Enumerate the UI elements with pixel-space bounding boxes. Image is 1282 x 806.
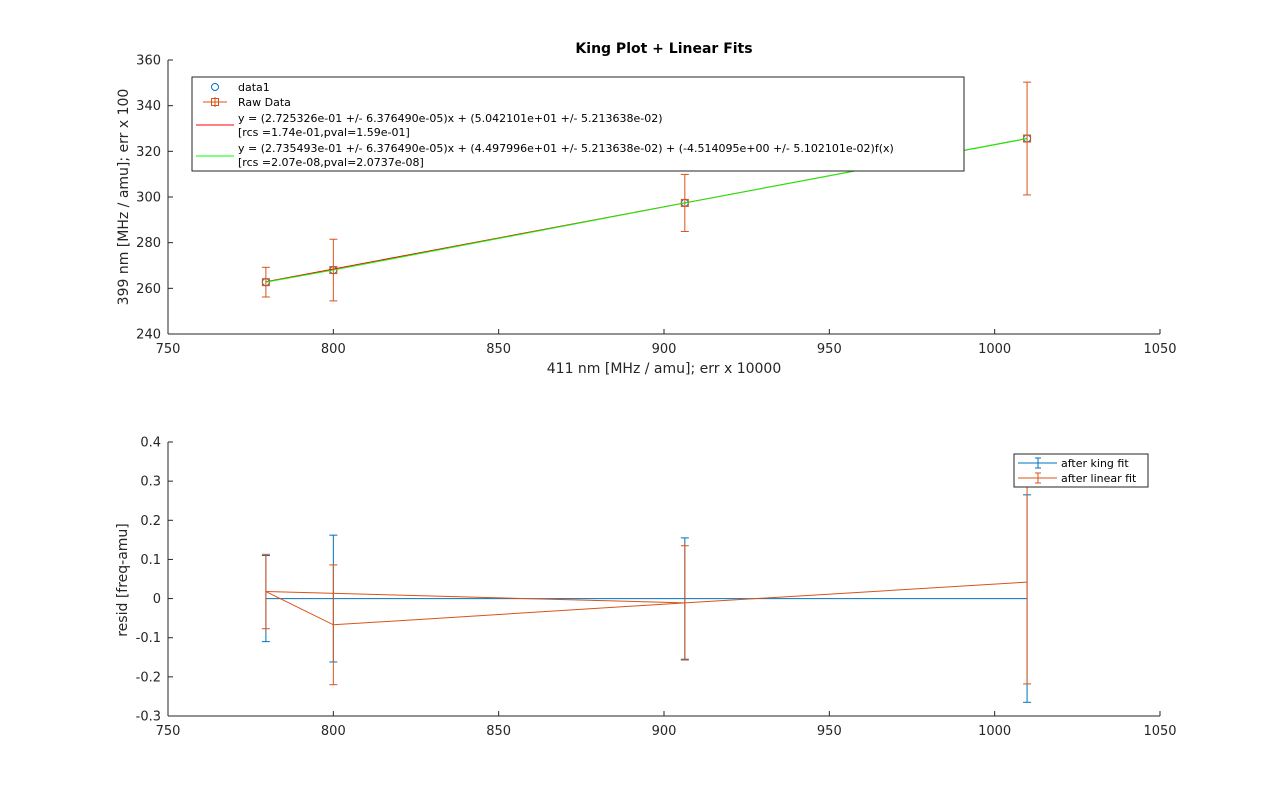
y-tick-label: -0.3 (136, 710, 161, 725)
y-tick-label: -0.1 (136, 631, 161, 646)
x-tick-label: 850 (486, 342, 511, 357)
x-tick-label: 750 (156, 342, 181, 357)
legend-marker-circle (211, 83, 219, 91)
y-tick-label: 0.4 (140, 436, 161, 451)
x-ticks: 750 800 850 900 950 1000 1050 (156, 329, 1177, 357)
x-tick-label: 850 (486, 724, 511, 739)
legend-label: data1 (238, 81, 270, 94)
y-tick-label: 360 (136, 54, 161, 69)
legend-item-king-fit: y = (2.735493e-01 +/- 6.376490e-05)x + (… (196, 142, 894, 169)
data-point-square (680, 198, 689, 207)
legend-label: after linear fit (1061, 472, 1137, 485)
y-tick-label: 0.3 (140, 475, 161, 490)
x-tick-label: 1000 (978, 342, 1011, 357)
y-tick-label: 260 (136, 282, 161, 297)
data-point-square (261, 278, 270, 287)
y-tick-label: 240 (136, 328, 161, 343)
y-tick-label: 0.2 (140, 514, 161, 529)
legend-label: Raw Data (238, 96, 291, 109)
x-ticks: 750 800 850 900 950 1000 1050 (156, 711, 1177, 739)
y-tick-label: 280 (136, 236, 161, 251)
chart-title: King Plot + Linear Fits (575, 41, 752, 57)
data-point-square (1023, 134, 1032, 143)
legend: data1 Raw Data y = (2.725326e-01 +/- 6.3… (191, 76, 965, 172)
plot-area (168, 442, 1160, 716)
x-tick-label: 800 (321, 724, 346, 739)
x-tick-label: 900 (652, 724, 677, 739)
x-axis-label: 411 nm [MHz / amu]; err x 10000 (547, 361, 782, 377)
y-ticks: -0.3 -0.2 -0.1 0 0.1 0.2 0.3 0.4 (136, 436, 173, 725)
x-tick-label: 1000 (978, 724, 1011, 739)
legend-marker-square (211, 98, 219, 106)
x-tick-label: 800 (321, 342, 346, 357)
residual-chart: 750 800 850 900 950 1000 1050 -0.3 -0.2 -0.1 0 0.1… (115, 436, 1177, 740)
x-tick-label: 750 (156, 724, 181, 739)
residual-marks (261, 479, 1032, 703)
x-tick-label: 1050 (1143, 724, 1176, 739)
y-tick-label: 0 (153, 592, 161, 607)
x-tick-label: 950 (817, 724, 842, 739)
king-plot-chart: King Plot + Linear Fits 750 800 850 900 950 1… (116, 41, 1177, 377)
series-line (265, 581, 1028, 626)
legend-item-linear-fit: y = (2.725326e-01 +/- 6.376490e-05)x + (… (196, 112, 663, 139)
x-tick-label: 1050 (1143, 342, 1176, 357)
legend-item-raw-data: Raw Data (203, 96, 291, 109)
series-line (265, 591, 685, 604)
legend-label-stats: [rcs =2.07e-08,pval=2.0737e-08] (238, 156, 424, 169)
legend-label-stats: [rcs =1.74e-01,pval=1.59e-01] (238, 126, 410, 139)
legend-box (1013, 453, 1149, 488)
y-axis-label: 399 nm [MHz / amu]; err x 100 (116, 89, 132, 306)
legend-item-after-linear-fit: after linear fit (1018, 472, 1137, 485)
legend-label: y = (2.735493e-01 +/- 6.376490e-05)x + (… (238, 142, 894, 155)
y-tick-label: 320 (136, 145, 161, 160)
legend-item-after-king-fit: after king fit (1018, 457, 1129, 470)
legend-item-data1: data1 (211, 81, 270, 94)
x-tick-label: 900 (652, 342, 677, 357)
y-tick-label: 300 (136, 191, 161, 206)
y-ticks: 240 260 280 300 320 340 360 (136, 54, 173, 343)
legend-box (191, 76, 965, 172)
y-tick-label: 0.1 (140, 553, 161, 568)
y-tick-label: -0.2 (136, 670, 161, 685)
y-tick-label: 340 (136, 99, 161, 114)
x-tick-label: 950 (817, 342, 842, 357)
y-axis-label: resid [freq-amu] (115, 523, 131, 637)
legend-label: y = (2.725326e-01 +/- 6.376490e-05)x + (… (238, 112, 663, 125)
legend: after king fit after linear fit (1013, 453, 1149, 488)
legend-label: after king fit (1061, 457, 1129, 470)
